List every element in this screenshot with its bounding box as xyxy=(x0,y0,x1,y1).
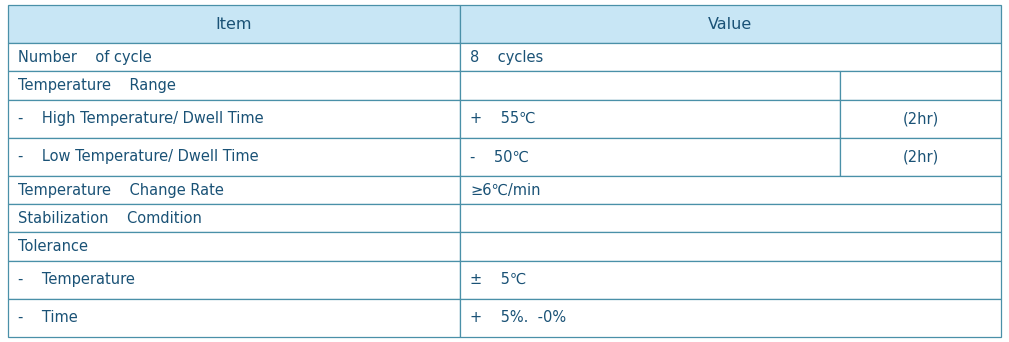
Text: -    Low Temperature/ Dwell Time: - Low Temperature/ Dwell Time xyxy=(18,149,258,165)
Bar xyxy=(8,261,460,299)
Bar xyxy=(840,100,1001,138)
Text: (2hr): (2hr) xyxy=(902,149,938,165)
Bar xyxy=(8,232,460,261)
Bar xyxy=(8,204,460,232)
Bar xyxy=(460,204,1001,232)
Bar xyxy=(460,232,1001,261)
Bar xyxy=(460,138,840,176)
Bar xyxy=(8,5,460,43)
Text: Item: Item xyxy=(216,17,252,32)
Text: +    55℃: + 55℃ xyxy=(470,111,536,126)
Text: Number    of cycle: Number of cycle xyxy=(18,50,152,65)
Text: (2hr): (2hr) xyxy=(902,111,938,126)
Bar xyxy=(8,100,460,138)
Text: -    Temperature: - Temperature xyxy=(18,272,135,287)
Bar xyxy=(8,299,460,337)
Text: Stabilization    Comdition: Stabilization Comdition xyxy=(18,211,202,226)
Bar xyxy=(460,71,840,100)
Bar xyxy=(460,299,1001,337)
Text: Temperature    Range: Temperature Range xyxy=(18,78,176,93)
Text: ≥6℃/min: ≥6℃/min xyxy=(470,183,541,198)
Bar xyxy=(840,71,1001,100)
Bar xyxy=(460,261,1001,299)
Text: Tolerance: Tolerance xyxy=(18,239,88,254)
Text: ±    5℃: ± 5℃ xyxy=(470,272,526,287)
Text: Temperature    Change Rate: Temperature Change Rate xyxy=(18,183,224,198)
Text: +    5%.  -0%: + 5%. -0% xyxy=(470,310,566,325)
Text: -    Time: - Time xyxy=(18,310,78,325)
Bar xyxy=(460,176,1001,204)
Bar xyxy=(8,43,460,71)
Bar xyxy=(8,71,460,100)
Text: 8    cycles: 8 cycles xyxy=(470,50,543,65)
Text: -    50℃: - 50℃ xyxy=(470,149,529,165)
Text: Value: Value xyxy=(708,17,753,32)
Bar xyxy=(460,43,1001,71)
Bar xyxy=(840,138,1001,176)
Bar xyxy=(8,176,460,204)
Bar xyxy=(8,138,460,176)
Text: -    High Temperature/ Dwell Time: - High Temperature/ Dwell Time xyxy=(18,111,263,126)
Bar xyxy=(460,100,840,138)
Bar xyxy=(460,5,1001,43)
